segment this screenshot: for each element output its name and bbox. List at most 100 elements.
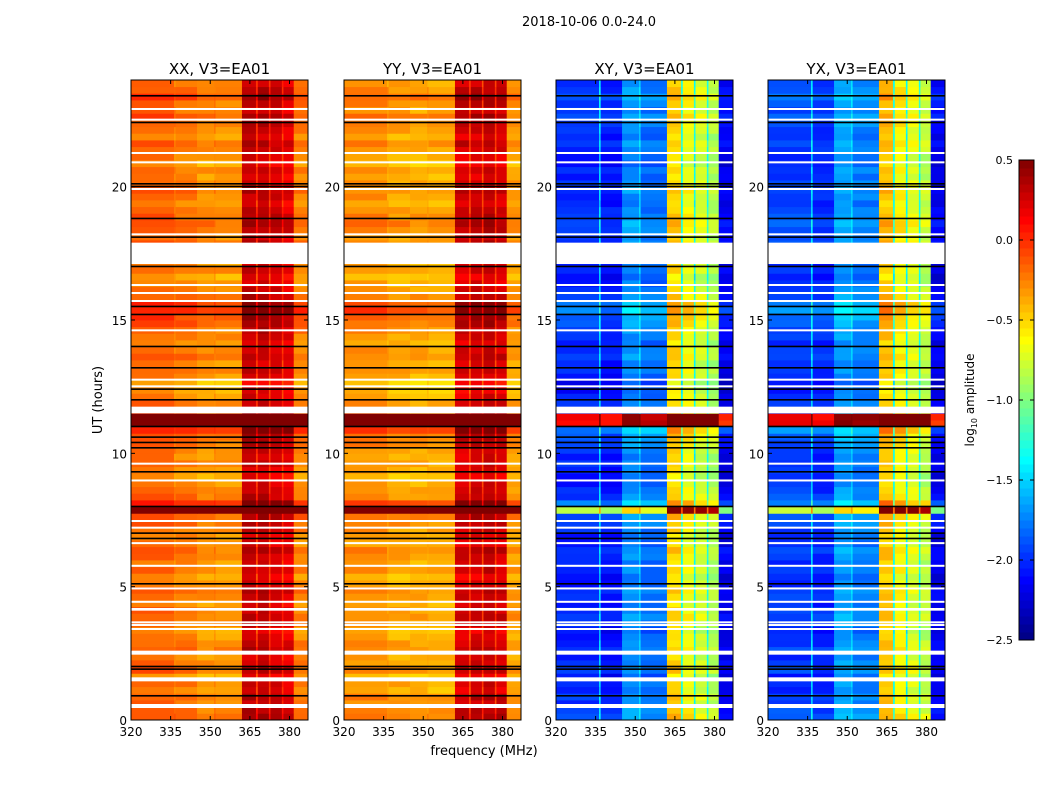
heatmap-cell [905,600,908,608]
heatmap-cell [640,346,668,354]
heatmap-cell [851,700,853,708]
heatmap-cell [930,453,946,461]
heatmap-cell [255,126,259,134]
heatmap-cell [197,680,215,688]
heatmap-cell [930,446,946,454]
heatmap-cell [293,286,309,294]
heatmap-cell [241,680,257,688]
heatmap-cell [600,113,623,121]
heatmap-cell [878,466,894,474]
heatmap-cell [905,586,908,594]
heatmap-cell [483,146,496,154]
heatmap-cell [270,400,283,408]
heatmap-cell [695,620,708,628]
heatmap-cell [468,226,472,234]
heatmap-cell [905,526,908,534]
heatmap-cell [257,626,270,634]
heatmap-cell [283,633,295,641]
heatmap-cell [918,560,921,568]
heatmap-cell [481,373,484,381]
heatmap-cell [812,600,835,608]
heatmap-cell [470,306,483,314]
heatmap-cell [427,280,429,288]
heatmap-cell [468,480,472,488]
heatmap-cell [639,646,641,654]
heatmap-cell [428,373,456,381]
heatmap-cell [682,206,695,214]
heatmap-cell [639,153,641,161]
heatmap-cell [255,480,259,488]
heatmap-cell [600,453,623,461]
heatmap-cell [387,533,390,541]
no-data-band [556,188,733,190]
heatmap-cell [811,446,814,454]
heatmap-cell [680,333,684,341]
heatmap-cell [680,526,684,534]
heatmap-cell [494,473,497,481]
heatmap-cell [920,533,932,541]
heatmap-cell [428,693,456,701]
heatmap-cell [693,226,696,234]
flagged-row [131,425,308,428]
heatmap-cell [268,620,271,628]
heatmap-cell [241,206,257,214]
heatmap-cell [506,273,522,281]
heatmap-cell [718,686,734,694]
heatmap-cell [197,300,215,308]
heatmap-cell [695,373,708,381]
heatmap-cell [600,653,623,661]
heatmap-cell [682,293,695,301]
heatmap-cell [281,426,284,434]
heatmap-cell [680,206,684,214]
heatmap-cell [918,493,921,501]
heatmap-cell [851,660,853,668]
heatmap-cell [718,480,734,488]
heatmap-cell [640,593,668,601]
heatmap-cell [175,166,198,174]
heatmap-cell [257,413,270,421]
heatmap-cell [427,506,429,514]
heatmap-cell [639,466,641,474]
heatmap-cell [470,86,483,94]
heatmap-cell [639,553,641,561]
heatmap-cell [892,453,896,461]
heatmap-cell [496,480,508,488]
x-tick-label: 335 [159,725,182,739]
heatmap-cell [556,413,600,421]
heatmap-cell [175,526,198,534]
heatmap-cell [892,626,896,634]
x-tick-label: 365 [238,725,261,739]
heatmap-cell [680,640,684,648]
heatmap-cell [197,100,215,108]
heatmap-cell [215,686,243,694]
heatmap-cell [270,673,283,681]
heatmap-cell [214,153,216,161]
heatmap-cell [682,100,695,108]
heatmap-cell [388,153,411,161]
heatmap-cell [197,200,215,208]
heatmap-cell [174,266,177,274]
heatmap-cell [918,600,921,608]
heatmap-cell [344,193,388,201]
heatmap-cell [283,106,295,114]
heatmap-cell [894,453,907,461]
heatmap-cell [811,640,814,648]
heatmap-cell [708,420,720,428]
heatmap-cell [388,633,411,641]
heatmap-cell [892,653,896,661]
heatmap-cell [410,526,428,534]
heatmap-cell [197,293,215,301]
heatmap-cell [834,466,852,474]
heatmap-cell [427,126,429,134]
heatmap-cell [175,280,198,288]
heatmap-cell [214,660,216,668]
heatmap-cell [255,640,259,648]
heatmap-cell [483,546,496,554]
heatmap-cell [131,546,175,554]
heatmap-cell [918,593,921,601]
heatmap-cell [283,266,295,274]
heatmap-cell [892,446,896,454]
heatmap-cell [695,133,708,141]
heatmap-cell [494,126,497,134]
no-data-band [131,462,308,465]
